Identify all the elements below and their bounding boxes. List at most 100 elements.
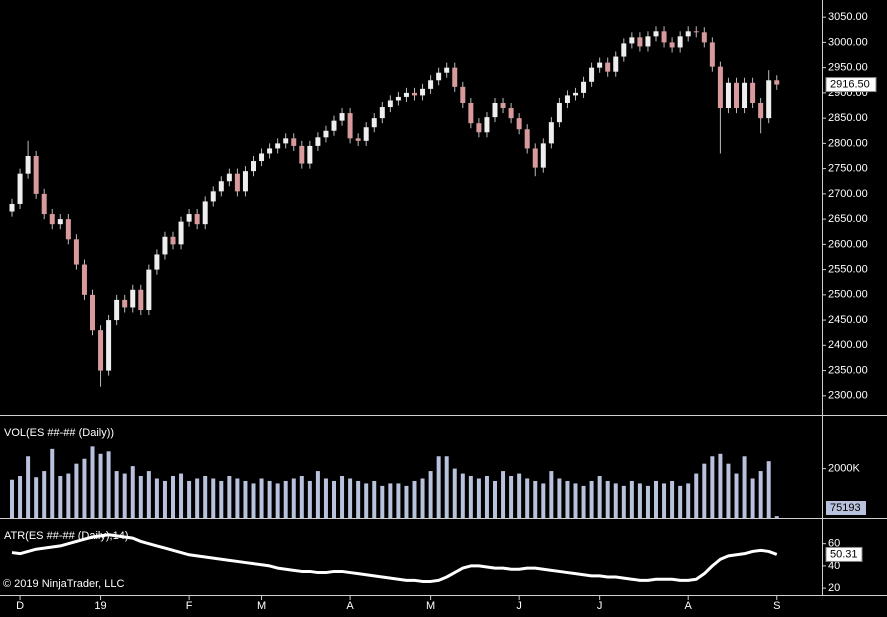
candle-body — [49, 214, 55, 225]
candle-body — [395, 96, 401, 101]
volume-bar — [758, 471, 763, 518]
candle-body — [693, 31, 699, 33]
volume-bar — [82, 458, 87, 518]
x-tick-label: D — [16, 600, 24, 612]
volume-bar — [34, 477, 39, 518]
candle-body — [202, 201, 208, 225]
candle-body — [645, 36, 651, 47]
volume-bar — [629, 480, 634, 518]
candle-body — [548, 122, 554, 144]
volume-bar — [581, 485, 586, 518]
volume-bar — [460, 473, 465, 518]
volume-bar — [517, 473, 522, 518]
volume-bar — [557, 478, 562, 518]
volume-bar — [299, 476, 304, 518]
x-tick-label: J — [597, 600, 603, 612]
volume-bar — [291, 478, 296, 518]
y-tick-label: 2350.00 — [828, 364, 868, 376]
candle-body — [581, 81, 587, 93]
volume-bar — [436, 456, 441, 518]
y-tick-label: 2850.00 — [828, 112, 868, 124]
x-tick-label: M — [257, 600, 266, 612]
candle-body — [403, 92, 409, 97]
candle-body — [138, 289, 144, 310]
volume-bar — [686, 483, 691, 518]
candle-body — [677, 36, 683, 48]
volume-bar — [678, 485, 683, 518]
volume-bar — [267, 480, 272, 518]
volume-bar — [468, 476, 473, 518]
candle-body — [476, 123, 482, 133]
indicator-label: ATR(ES ##-## (Daily),14) — [4, 530, 129, 542]
candle-body — [629, 37, 635, 44]
last-atr-box — [825, 546, 863, 562]
volume-bar — [74, 463, 79, 518]
volume-bar — [18, 476, 23, 518]
volume-bar — [484, 476, 489, 518]
volume-bar — [26, 456, 31, 518]
volume-bar — [130, 466, 135, 518]
candle-body — [17, 173, 23, 204]
volume-bar — [525, 478, 530, 518]
y-tick-label: 2000K — [828, 463, 860, 475]
candle-body — [621, 43, 627, 57]
volume-bar — [42, 471, 47, 518]
volume-bar — [774, 516, 779, 518]
volume-bar — [348, 478, 353, 518]
candle-body — [218, 181, 224, 192]
copyright: © 2019 NinjaTrader, LLC — [3, 578, 124, 590]
volume-bar — [694, 473, 699, 518]
volume-bar — [613, 483, 618, 518]
volume-bar — [243, 480, 248, 518]
candle-body — [41, 193, 47, 215]
candle-body — [605, 62, 611, 72]
volume-bar — [621, 485, 626, 518]
x-tick-label: J — [516, 600, 522, 612]
candle-body — [484, 117, 490, 133]
y-tick-label: 2700.00 — [828, 188, 868, 200]
last-price-box — [825, 77, 877, 93]
candle-body — [339, 113, 345, 121]
y-tick-label: 2300.00 — [828, 390, 868, 402]
volume-bar — [533, 480, 538, 518]
volume-bar — [356, 480, 361, 518]
volume-bar — [380, 485, 385, 518]
candle-body — [460, 86, 466, 103]
candle-body — [613, 56, 619, 72]
candle-body — [556, 102, 562, 123]
candle-body — [412, 92, 417, 96]
candle-body — [323, 130, 329, 138]
y-tick-label: 3050.00 — [828, 11, 868, 23]
last-atr-label: 50.31 — [830, 548, 858, 560]
candle-body — [122, 299, 128, 308]
y-tick-label: 2500.00 — [828, 289, 868, 301]
y-tick-label: 2450.00 — [828, 314, 868, 326]
candle-body — [573, 92, 578, 96]
candle-body — [234, 173, 240, 192]
volume-bar — [203, 476, 208, 518]
volume-bar — [654, 480, 658, 518]
candle-body — [331, 120, 337, 131]
candle-body — [589, 67, 595, 82]
x-tick-label: A — [685, 600, 693, 612]
candle-body — [283, 138, 289, 144]
volume-bar — [501, 471, 506, 518]
candle-body — [371, 118, 377, 128]
volume-bar — [90, 446, 95, 518]
candle-body — [444, 67, 450, 73]
x-tick-label: S — [773, 600, 780, 612]
candle-body — [170, 236, 176, 245]
volume-bar — [734, 473, 739, 518]
y-tick-label: 2800.00 — [828, 137, 868, 149]
volume-bar — [114, 471, 119, 518]
candle-body — [251, 161, 256, 172]
candle-body — [492, 102, 498, 118]
volume-bar — [412, 480, 417, 518]
volume-bar — [452, 468, 457, 518]
candle-body — [637, 37, 643, 47]
candle-body — [387, 100, 393, 108]
volume-bar — [670, 480, 675, 518]
volume-bar — [766, 461, 771, 518]
candle-body — [420, 88, 426, 96]
candle-body — [436, 72, 442, 81]
